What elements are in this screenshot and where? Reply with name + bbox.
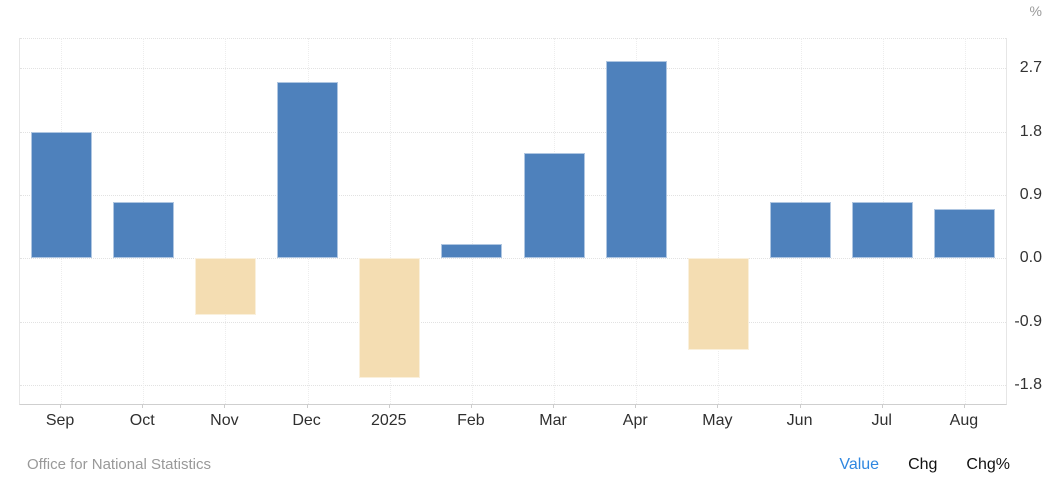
y-axis-label: 0.9 <box>1019 185 1042 203</box>
x-axis-label: Mar <box>539 412 567 429</box>
y-axis-unit-label: % <box>1029 3 1042 19</box>
bar-aug[interactable] <box>934 209 996 259</box>
x-axis-tick <box>470 404 472 408</box>
horizontal-gridline <box>20 131 1006 133</box>
bar-nov[interactable] <box>194 258 256 315</box>
horizontal-gridline <box>20 384 1006 386</box>
x-axis-tick <box>717 404 719 408</box>
bar-feb[interactable] <box>441 244 503 259</box>
bar-jun[interactable] <box>770 201 832 259</box>
x-axis-label: May <box>702 412 733 429</box>
footer-link-value[interactable]: Value <box>839 456 880 473</box>
horizontal-gridline <box>20 194 1006 196</box>
vertical-gridline <box>225 38 227 404</box>
source-attribution: Office for National Statistics <box>27 456 211 473</box>
x-axis-label: Jun <box>786 412 813 429</box>
x-axis-label: Apr <box>622 412 648 429</box>
y-axis-label: 2.7 <box>1019 59 1042 77</box>
bar-may[interactable] <box>687 258 749 350</box>
bar-sep[interactable] <box>30 131 92 259</box>
vertical-gridline <box>471 38 473 404</box>
x-axis-tick <box>224 404 226 408</box>
x-axis-tick <box>635 404 637 408</box>
x-axis-label: Dec <box>292 412 321 429</box>
x-axis-tick <box>388 404 390 408</box>
y-axis-label: -0.9 <box>1014 312 1042 330</box>
plot-area <box>19 38 1007 405</box>
y-axis-label: 1.8 <box>1019 122 1042 140</box>
x-axis-label: Feb <box>457 412 485 429</box>
bar-mar[interactable] <box>523 152 585 259</box>
y-axis-label: -1.8 <box>1014 375 1042 393</box>
x-axis-tick <box>963 404 965 408</box>
x-axis-label: 2025 <box>370 412 407 429</box>
horizontal-gridline <box>20 258 1006 260</box>
x-axis-label: Oct <box>129 412 155 429</box>
horizontal-gridline <box>20 68 1006 70</box>
x-axis-tick <box>881 404 883 408</box>
x-axis-label: Jul <box>871 412 892 429</box>
horizontal-gridline <box>20 38 1006 39</box>
vertical-gridline <box>389 38 391 404</box>
horizontal-gridline <box>20 321 1006 323</box>
bar-apr[interactable] <box>605 61 667 259</box>
x-axis-label: Aug <box>949 412 979 429</box>
footer-link-chg[interactable]: Chg <box>908 456 938 473</box>
x-axis-tick <box>306 404 308 408</box>
y-axis-label: 0.0 <box>1019 249 1042 267</box>
bar-dec[interactable] <box>277 82 339 259</box>
x-axis-label: Sep <box>45 412 75 429</box>
x-axis-label: Nov <box>210 412 239 429</box>
x-axis-tick <box>553 404 555 408</box>
footer-series-toggles: Value Chg Chg% <box>839 456 1010 474</box>
x-axis-tick <box>799 404 801 408</box>
x-axis-tick <box>142 404 144 408</box>
footer-link-chg-pct[interactable]: Chg% <box>966 456 1010 473</box>
bar-2025[interactable] <box>359 258 421 378</box>
bar-jul[interactable] <box>852 201 914 259</box>
vertical-gridline <box>718 38 720 404</box>
x-axis-tick <box>60 404 62 408</box>
bar-oct[interactable] <box>112 201 174 259</box>
